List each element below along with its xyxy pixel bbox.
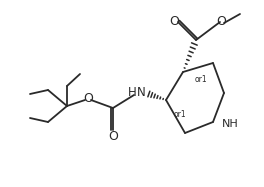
Text: or1: or1 [195, 74, 208, 84]
Text: NH: NH [222, 119, 239, 129]
Text: O: O [216, 15, 226, 27]
Text: H: H [128, 85, 137, 99]
Text: O: O [169, 15, 179, 27]
Text: N: N [137, 85, 146, 99]
Text: O: O [83, 91, 93, 105]
Text: or1: or1 [174, 110, 187, 119]
Text: O: O [108, 131, 118, 143]
